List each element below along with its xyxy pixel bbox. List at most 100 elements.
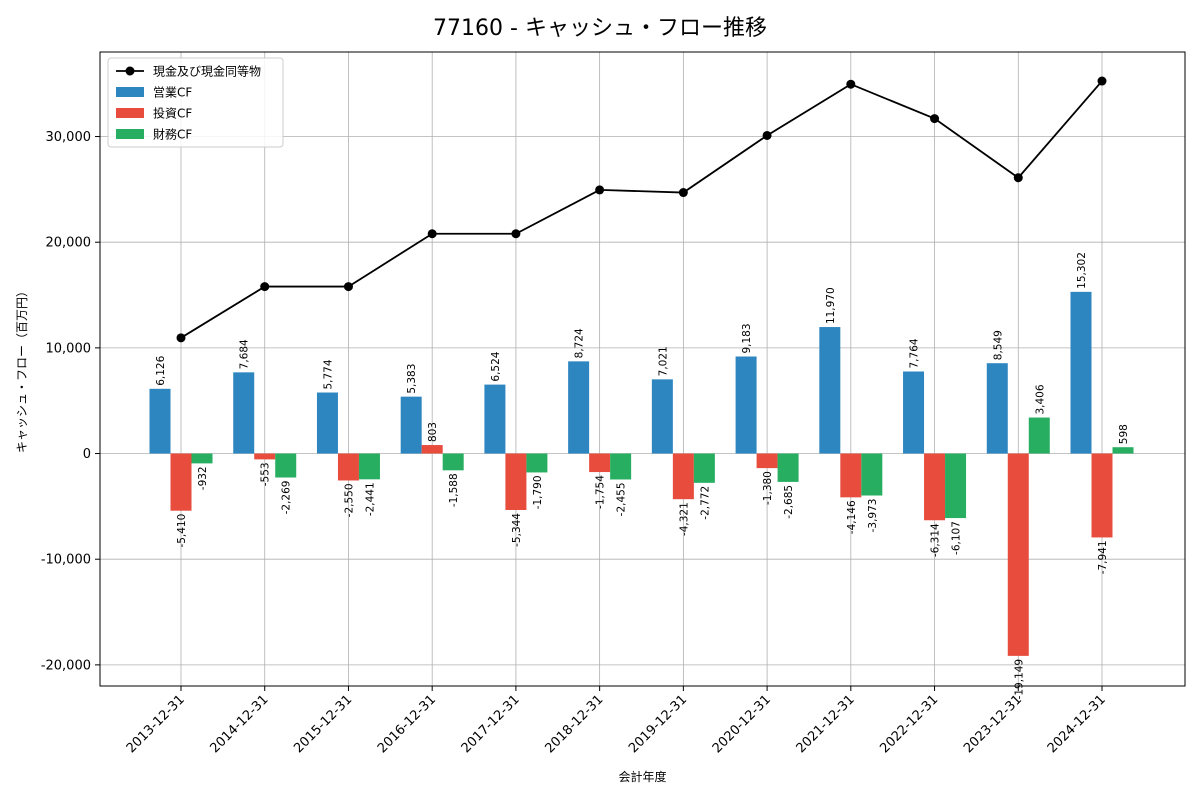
data-label: 7,684 bbox=[239, 339, 251, 369]
data-label: -4,321 bbox=[678, 502, 690, 536]
data-label: -2,550 bbox=[343, 483, 355, 517]
data-label: -553 bbox=[260, 462, 272, 486]
bar-財務CF bbox=[526, 453, 548, 473]
legend-swatch bbox=[116, 129, 144, 139]
bar-投資CF bbox=[505, 453, 527, 511]
bar-営業CF bbox=[400, 396, 422, 454]
line-marker bbox=[846, 79, 856, 89]
x-tick-label: 2014-12-31 bbox=[208, 692, 272, 756]
y-tick-label: 10,000 bbox=[46, 341, 92, 356]
data-label: -2,441 bbox=[364, 482, 376, 516]
bar-営業CF bbox=[651, 379, 673, 454]
bar-投資CF bbox=[337, 453, 359, 481]
line-marker bbox=[1013, 173, 1023, 183]
bar-財務CF bbox=[945, 453, 967, 519]
bar-営業CF bbox=[149, 388, 171, 454]
bar-投資CF bbox=[1091, 453, 1113, 538]
bar-営業CF bbox=[903, 371, 925, 454]
data-label: -5,344 bbox=[511, 513, 523, 547]
legend-marker bbox=[125, 66, 135, 76]
bar-財務CF bbox=[275, 453, 297, 478]
legend-swatch bbox=[116, 108, 144, 118]
bar-投資CF bbox=[672, 453, 694, 500]
x-tick-label: 2018-12-31 bbox=[542, 692, 606, 756]
data-label: -1,588 bbox=[448, 473, 460, 507]
data-label: -4,146 bbox=[846, 500, 858, 534]
data-label: -3,973 bbox=[867, 499, 879, 533]
y-tick-label: 20,000 bbox=[46, 236, 92, 251]
data-label: 803 bbox=[427, 422, 439, 442]
data-label: -19,149 bbox=[1013, 659, 1025, 700]
bar-営業CF bbox=[233, 372, 255, 454]
line-marker bbox=[260, 282, 270, 292]
legend-label: 営業CF bbox=[153, 86, 192, 100]
bar-財務CF bbox=[777, 453, 799, 482]
y-tick-label: 30,000 bbox=[46, 130, 92, 145]
data-label: -2,269 bbox=[281, 481, 293, 515]
data-label: 6,524 bbox=[490, 351, 502, 381]
data-label: -7,941 bbox=[1097, 540, 1109, 574]
x-tick-label: 2020-12-31 bbox=[710, 692, 774, 756]
bar-投資CF bbox=[254, 453, 276, 460]
x-tick-label: 2016-12-31 bbox=[375, 692, 439, 756]
data-label: -932 bbox=[197, 466, 209, 490]
data-label: -2,455 bbox=[616, 482, 628, 516]
bar-財務CF bbox=[1112, 447, 1134, 454]
legend-label: 財務CF bbox=[153, 127, 192, 142]
bar-財務CF bbox=[610, 453, 632, 480]
bar-営業CF bbox=[1070, 291, 1092, 454]
data-label: 8,549 bbox=[992, 330, 1004, 360]
line-marker bbox=[930, 114, 940, 124]
y-tick-label: 0 bbox=[83, 447, 91, 462]
bar-営業CF bbox=[986, 363, 1008, 454]
data-label: 8,724 bbox=[574, 328, 586, 358]
legend-box bbox=[107, 57, 284, 148]
x-tick-label: 2019-12-31 bbox=[626, 692, 690, 756]
data-label: 6,126 bbox=[155, 355, 167, 385]
bar-投資CF bbox=[924, 453, 946, 521]
bar-財務CF bbox=[1028, 417, 1050, 454]
data-label: -2,685 bbox=[783, 485, 795, 519]
data-label: -6,107 bbox=[951, 521, 963, 555]
bar-営業CF bbox=[819, 327, 841, 454]
x-tick-label: 2015-12-31 bbox=[291, 692, 355, 756]
data-label: 7,021 bbox=[657, 346, 669, 376]
bar-営業CF bbox=[568, 361, 590, 454]
y-tick-label: -10,000 bbox=[41, 553, 91, 568]
bar-営業CF bbox=[316, 392, 338, 454]
bar-投資CF bbox=[840, 453, 862, 498]
line-現金及び現金同等物 bbox=[180, 80, 1103, 339]
x-axis-label: 会計年度 bbox=[618, 769, 666, 784]
x-tick-label: 2017-12-31 bbox=[459, 692, 523, 756]
data-label: -1,754 bbox=[595, 475, 607, 509]
y-tick-label: -20,000 bbox=[41, 658, 91, 673]
data-label: 5,383 bbox=[406, 364, 418, 394]
data-label: 3,406 bbox=[1034, 384, 1046, 414]
line-marker bbox=[511, 229, 521, 239]
legend-label: 現金及び現金同等物 bbox=[153, 64, 261, 79]
line-marker bbox=[762, 130, 772, 140]
bar-営業CF bbox=[735, 356, 757, 454]
legend-label: 投資CF bbox=[153, 106, 192, 121]
bar-投資CF bbox=[756, 453, 778, 469]
chart-title: 77160 - キャッシュ・フロー推移 bbox=[433, 16, 767, 41]
bar-投資CF bbox=[421, 445, 443, 454]
data-label: -1,380 bbox=[762, 471, 774, 505]
data-label: 11,970 bbox=[825, 287, 837, 324]
data-label: -1,790 bbox=[532, 475, 544, 509]
line-marker bbox=[427, 229, 437, 239]
line-marker bbox=[595, 185, 605, 195]
bar-投資CF bbox=[170, 453, 192, 511]
line-marker bbox=[1097, 76, 1107, 86]
data-label: -5,410 bbox=[176, 514, 188, 548]
x-tick-label: 2013-12-31 bbox=[124, 692, 188, 756]
bar-財務CF bbox=[358, 453, 380, 480]
data-label: 7,764 bbox=[909, 338, 921, 368]
line-marker bbox=[176, 333, 186, 343]
data-label: -6,314 bbox=[930, 523, 942, 557]
bar-投資CF bbox=[1007, 453, 1029, 656]
bar-財務CF bbox=[442, 453, 464, 471]
bar-営業CF bbox=[484, 384, 506, 454]
data-label: 15,302 bbox=[1076, 252, 1088, 289]
